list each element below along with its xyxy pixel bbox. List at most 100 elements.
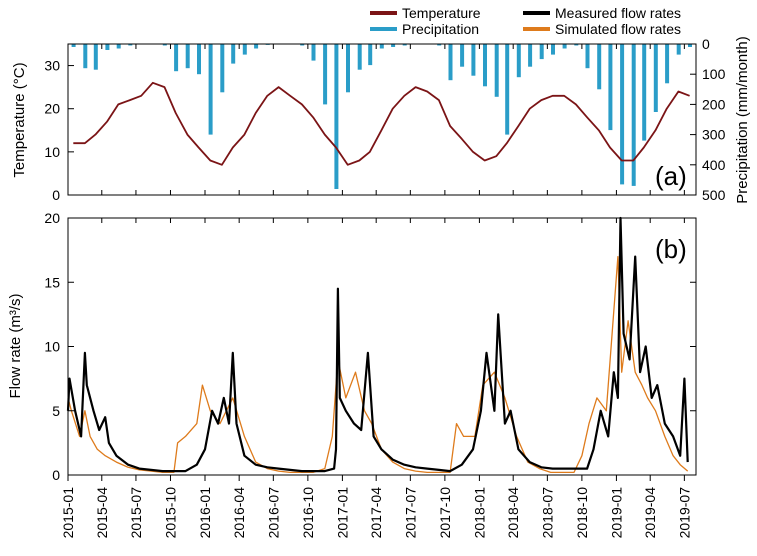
- a-ytick-label-left-30: 30: [44, 58, 60, 74]
- a-ytick-label-right-300: 300: [702, 127, 726, 143]
- a-ytick-label-right-100: 100: [702, 66, 726, 82]
- legend-label-precipitation: Precipitation: [402, 21, 479, 37]
- precip-bar-2019-05: [665, 44, 670, 84]
- panel-a-frame: [67, 43, 697, 196]
- b-ytick-label-0: 0: [52, 467, 60, 483]
- b-xtick-label-2019-01: 2019-01: [608, 487, 624, 539]
- temperature-line-group: [73, 81, 690, 166]
- precip-bar-2017-04: [379, 44, 384, 49]
- precip-bar-2015-03: [93, 44, 98, 70]
- precip-bar-2018-12: [608, 44, 613, 131]
- precip-bar-2017-02: [357, 44, 362, 70]
- b-xtick-label-2016-04: 2016-04: [231, 487, 247, 539]
- precip-bar-2016-12: [334, 44, 339, 189]
- b-xtick-label-2019-07: 2019-07: [676, 487, 692, 539]
- b-xtick-label-2017-01: 2017-01: [334, 487, 350, 539]
- measured-flow-line: [66, 216, 689, 473]
- precip-bar-2015-06: [128, 44, 133, 46]
- panel-b-ticks: 0 5 10 15 20 2015-01 2015-04 2015-07 2015-10 2016…: [44, 210, 696, 538]
- precip-bar-2017-03: [368, 44, 373, 66]
- temperature-line: [73, 81, 690, 166]
- precip-bar-2015-01: [71, 44, 76, 47]
- precip-bar-2018-03: [505, 44, 510, 135]
- a-ytick-label-left-0: 0: [52, 187, 60, 203]
- legend-label-temperature: Temperature: [402, 5, 481, 21]
- precip-bar-2016-05: [254, 44, 259, 49]
- a-ytick-label-left-10: 10: [44, 144, 60, 160]
- legend-label-simulated: Simulated flow rates: [555, 21, 681, 37]
- precip-bar-2018-04: [516, 44, 521, 78]
- precip-bar-2015-12: [197, 44, 201, 75]
- precip-bar-2015-05: [116, 44, 121, 49]
- precip-bar-2016-11: [323, 44, 328, 105]
- precip-bar-2015-11: [185, 44, 190, 69]
- panel-b-ylabel: Flow rate (m³/s): [7, 293, 24, 398]
- a-ytick-label-right-200: 200: [702, 96, 726, 112]
- b-xtick-label-2017-04: 2017-04: [368, 487, 384, 539]
- precip-bar-2019-01: [620, 44, 625, 185]
- precip-bar-2018-11: [597, 44, 602, 90]
- flow-lines-group: [66, 216, 689, 474]
- panel-a-ylabel-right: Precipitation (mm/month): [734, 36, 751, 204]
- precip-bar-2019-04: [653, 44, 658, 112]
- precip-bar-2015-09: [162, 44, 167, 46]
- b-xtick-label-2018-01: 2018-01: [471, 487, 487, 539]
- b-xtick-label-2015-01: 2015-01: [60, 487, 76, 539]
- precip-bar-2018-02: [494, 44, 499, 97]
- precip-bar-2016-10: [311, 44, 316, 61]
- precip-bar-2017-12: [471, 44, 476, 76]
- precip-bar-2015-04: [105, 44, 110, 50]
- simulated-flow-line: [67, 255, 689, 474]
- b-ytick-label-15: 15: [44, 274, 60, 290]
- precip-bar-2019-02: [631, 44, 636, 186]
- legend-label-measured: Measured flow rates: [555, 5, 681, 21]
- a-ytick-label-right-500: 500: [702, 187, 726, 203]
- precip-bar-2018-01: [483, 44, 487, 87]
- precip-bar-2019-07: [688, 44, 692, 47]
- b-xtick-label-2018-07: 2018-07: [539, 487, 555, 539]
- b-xtick-label-2015-10: 2015-10: [162, 487, 178, 539]
- precip-bar-2016-03: [231, 44, 236, 64]
- precip-bar-2018-05: [528, 44, 533, 67]
- precip-bar-2015-10: [174, 44, 179, 72]
- b-xtick-label-2016-07: 2016-07: [265, 487, 281, 539]
- precip-bar-2016-02: [220, 44, 225, 93]
- precip-bar-2016-09: [300, 44, 305, 46]
- b-xtick-label-2016-01: 2016-01: [197, 487, 213, 539]
- precip-bar-2017-01: [346, 44, 350, 93]
- precip-bar-2018-10: [585, 44, 590, 69]
- a-ytick-label-right-0: 0: [702, 36, 710, 52]
- precip-bar-2018-07: [551, 44, 555, 55]
- b-xtick-label-2016-10: 2016-10: [300, 487, 316, 539]
- precip-bar-2017-09: [437, 44, 442, 46]
- precip-bar-2016-04: [242, 44, 247, 55]
- legend: Temperature Precipitation Measured flow …: [370, 5, 681, 37]
- panel-b: 0 5 10 15 20 2015-01 2015-04 2015-07 2015-10 2016…: [7, 210, 697, 538]
- b-xtick-label-2018-10: 2018-10: [574, 487, 590, 539]
- b-xtick-label-2017-10: 2017-10: [437, 487, 453, 539]
- b-ytick-label-10: 10: [44, 339, 60, 355]
- b-xtick-label-2019-04: 2019-04: [642, 487, 658, 539]
- panel-a-label: (a): [655, 161, 687, 191]
- precip-bar-2019-06: [676, 44, 681, 55]
- b-ytick-label-20: 20: [44, 210, 60, 226]
- b-xtick-label-2015-04: 2015-04: [94, 487, 110, 539]
- b-xtick-label-2015-07: 2015-07: [128, 487, 144, 539]
- precip-bar-2018-08: [562, 44, 567, 49]
- precip-bar-2016-01: [208, 44, 213, 135]
- b-xtick-label-2017-07: 2017-07: [402, 487, 418, 539]
- precip-bar-2017-05: [391, 44, 396, 47]
- precip-bar-2018-06: [539, 44, 544, 60]
- precip-bar-2019-03: [642, 44, 647, 141]
- b-xtick-label-2018-04: 2018-04: [505, 487, 521, 539]
- panel-b-frame: [67, 217, 697, 476]
- precip-bar-2017-06: [402, 44, 407, 46]
- a-ytick-label-left-20: 20: [44, 101, 60, 117]
- precip-bar-2017-10: [448, 44, 453, 81]
- panel-a-ylabel-left: Temperature (°C): [11, 62, 28, 177]
- precip-bar-2017-11: [460, 44, 465, 67]
